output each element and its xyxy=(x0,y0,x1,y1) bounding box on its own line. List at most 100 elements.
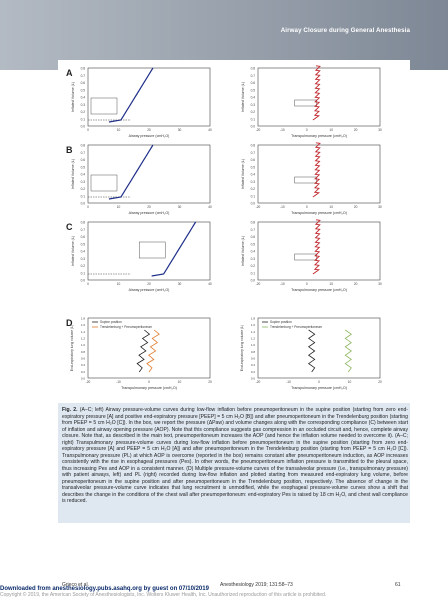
y-tick-label: 0.5 xyxy=(251,88,256,92)
x-tick-label: 30 xyxy=(178,205,182,209)
footer-journal: Anesthesiology 2019; 131:58–73 xyxy=(220,582,293,588)
y-tick-label: 0.3 xyxy=(81,180,86,184)
x-axis-label: Airway pressure (cmH₂O) xyxy=(129,288,170,292)
x-tick-label: 30 xyxy=(378,205,382,209)
y-axis-label: Inflated Volume (L) xyxy=(71,159,75,189)
y-tick-label: 0.2 xyxy=(81,264,86,268)
y-tick-label: 0.0 xyxy=(81,202,86,206)
airway-pv-curve xyxy=(108,67,154,123)
x-tick-label: 0 xyxy=(148,380,150,384)
x-tick-label: 0 xyxy=(87,205,89,209)
x-tick-label: 10 xyxy=(117,282,121,286)
y-tick-label: 0.6 xyxy=(81,235,86,239)
y-tick-label: 1.4 xyxy=(81,330,86,334)
x-tick-label: 30 xyxy=(178,282,182,286)
y-tick-label: 1.0 xyxy=(251,343,256,347)
airway-pv-curve xyxy=(151,221,197,277)
caption-label: Fig. 2. xyxy=(62,407,78,413)
y-tick-label: 0.2 xyxy=(81,110,86,114)
caption-box xyxy=(58,403,410,523)
y-tick-label: 0.3 xyxy=(81,103,86,107)
y-axis-label: Inflated Volume (L) xyxy=(71,236,75,266)
legend-entry: Trendelenburg + Pneumoperitoneum xyxy=(100,325,152,329)
y-tick-label: 1.6 xyxy=(251,323,256,327)
y-tick-label: 0.0 xyxy=(251,125,256,129)
y-tick-label: 0.1 xyxy=(251,194,256,198)
y-tick-label: 0.1 xyxy=(251,271,256,275)
x-axis-label: Airway pressure (cmH₂O) xyxy=(129,211,170,215)
y-tick-label: 0.0 xyxy=(81,377,86,381)
x-tick-label: 0 xyxy=(306,205,308,209)
y-tick-label: 0.5 xyxy=(251,165,256,169)
panel-label: C xyxy=(66,222,73,232)
footer-page: 61 xyxy=(395,582,401,588)
x-tick-label: 10 xyxy=(329,205,333,209)
caption-text: (A–C; left) Airway pressure-volume curve… xyxy=(62,407,408,504)
x-tick-label: 0 xyxy=(306,282,308,286)
x-tick-label: 30 xyxy=(178,128,182,132)
pv-loop-trace xyxy=(136,329,151,373)
x-tick-label: -20 xyxy=(256,380,261,384)
y-axis-label: Inflated Volume (L) xyxy=(241,159,245,189)
panel-label: D xyxy=(66,318,73,328)
airway-pv-curve xyxy=(108,144,154,200)
y-tick-label: 0.7 xyxy=(81,74,86,78)
y-tick-label: 0.4 xyxy=(251,173,256,177)
x-tick-label: -20 xyxy=(256,282,261,286)
x-tick-label: 20 xyxy=(378,380,382,384)
transpulmonary-pv-curve xyxy=(312,65,321,121)
y-tick-label: 0.6 xyxy=(81,158,86,162)
compliance-box xyxy=(138,241,166,259)
y-tick-label: 1.2 xyxy=(81,337,86,341)
y-tick-label: 0.4 xyxy=(81,173,86,177)
y-tick-label: 1.0 xyxy=(81,343,86,347)
airway-plot-frame xyxy=(87,67,211,127)
download-notice: Downloaded from anesthesiology.pubs.asah… xyxy=(0,586,209,592)
figure-svg: A 0.0 0.1 0.2 0.3 0.4 0.5 0.6 0.7 0.8 0 10 20 30 40 Air… xyxy=(66,65,382,390)
y-tick-label: 0.1 xyxy=(81,117,86,121)
pl-box xyxy=(294,99,317,107)
panel-label: B xyxy=(66,145,73,155)
y-axis-label: Inflated Volume (L) xyxy=(241,82,245,112)
y-tick-label: 0.6 xyxy=(251,81,256,85)
copyright-notice: Copyright © 2019, the American Society o… xyxy=(0,592,327,598)
y-tick-label: 0.7 xyxy=(251,74,256,78)
y-tick-label: 0.0 xyxy=(251,377,256,381)
y-tick-label: 0.5 xyxy=(81,242,86,246)
y-tick-label: 0.4 xyxy=(251,363,256,367)
x-tick-label: 10 xyxy=(178,380,182,384)
y-tick-label: 0.2 xyxy=(81,187,86,191)
x-tick-label: 0 xyxy=(87,282,89,286)
y-tick-label: 0.1 xyxy=(81,194,86,198)
x-tick-label: 0 xyxy=(318,380,320,384)
y-axis-label: End-expiratory lung volume (L) xyxy=(240,325,244,371)
x-tick-label: 20 xyxy=(354,282,358,286)
y-tick-label: 0.2 xyxy=(251,110,256,114)
x-tick-label: 20 xyxy=(147,282,151,286)
y-axis-label: End-expiratory lung volume (L) xyxy=(70,325,74,371)
x-tick-label: 0 xyxy=(306,128,308,132)
y-tick-label: 0.4 xyxy=(81,363,86,367)
y-tick-label: 0.8 xyxy=(81,221,86,225)
legend-entry: Trendelenburg + Pneumoperitoneum xyxy=(270,325,322,329)
airway-plot-frame xyxy=(87,144,211,204)
panel-label: A xyxy=(66,68,73,78)
x-axis-label: Transpulmonary pressure (cmH₂O) xyxy=(121,386,177,390)
x-tick-label: 0 xyxy=(87,128,89,132)
x-tick-label: 10 xyxy=(348,380,352,384)
x-tick-label: 40 xyxy=(208,128,212,132)
y-tick-label: 0.4 xyxy=(81,250,86,254)
pv-loop-trace xyxy=(146,329,160,373)
y-tick-label: 0.0 xyxy=(81,279,86,283)
x-axis-label: Transpulmonary pressure (cmH₂O) xyxy=(291,288,347,292)
footer-authors: Grieco et al. xyxy=(62,582,89,588)
y-tick-label: 0.1 xyxy=(81,271,86,275)
x-tick-label: 30 xyxy=(378,128,382,132)
pl-box xyxy=(294,176,317,184)
y-tick-label: 0.8 xyxy=(251,144,256,148)
y-tick-label: 0.8 xyxy=(81,350,86,354)
y-tick-label: 0.5 xyxy=(251,242,256,246)
d-right-plot-frame xyxy=(257,317,381,379)
y-tick-label: 0.8 xyxy=(81,144,86,148)
y-tick-label: 0.1 xyxy=(251,117,256,121)
